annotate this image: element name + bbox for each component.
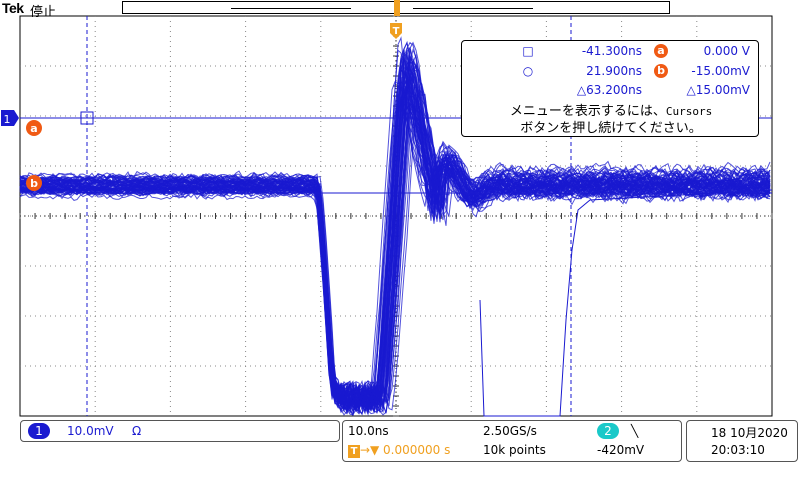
horizontal-position: 0.000000 s [383,443,451,457]
cursor-a-time: -41.300ns [581,44,642,58]
record-length: 10k points [483,443,546,457]
waveform-trace [19,74,771,412]
trigger-t-icon: T [348,445,360,458]
time-display: 20:03:10 [711,443,765,457]
cursor-a-tag-label: a [30,122,37,135]
brand-logo: Tek [2,0,24,16]
circle-cursor-icon: ○ [522,64,534,78]
cursor-readout-panel: □ -41.300ns a 0.000 V ○ 21.900ns b -15.0… [461,40,759,137]
waveform-trace [19,41,771,415]
cursor-hint-line-1: メニューを表示するには、Cursors [462,100,760,119]
cursor-a-voltage: 0.000 V [703,44,750,58]
delta-time: △63.200ns [576,83,642,97]
record-segment-right [413,8,533,9]
bottom-status-area: 1 10.0mV Ω 10.0ns 2.50GS/s 2 ╲ T →▼ 0.000… [0,418,800,480]
cursor-b-time: 21.900ns [586,64,642,78]
waveform-display[interactable]: 1 a b T [0,0,800,418]
cursor-b-badge: b [654,64,668,78]
cursor-a-intersection-square [80,111,94,125]
trigger-position-marker[interactable] [390,23,402,39]
waveform-trace-outlier [479,189,773,417]
timebase-panel[interactable]: 10.0ns 2.50GS/s 2 ╲ T →▼ 0.000000 s 10k p… [342,420,682,462]
square-cursor-icon: □ [522,44,534,58]
cursor-a-badge: a [654,44,668,58]
channel-1-panel[interactable]: 1 10.0mV Ω [20,420,340,442]
trigger-level: -420mV [597,443,645,457]
cursor-readout-row-2: ○ 21.900ns b -15.00mV [462,62,760,80]
trigger-slope-icon: ╲ [631,424,639,438]
trigger-position-icon: T →▼ [348,443,379,458]
cursor-hint-button-name: Cursors [665,105,713,118]
date-display: 18 10月2020 [711,426,788,440]
datetime-panel: 18 10月2020 20:03:10 [686,420,798,462]
ohm-icon: Ω [132,424,142,438]
channel-1-marker-label: 1 [4,113,11,126]
sample-rate: 2.50GS/s [483,424,537,438]
cursor-hint-line-2: ボタンを押し続けてください。 [520,121,702,136]
trigger-source-badge: 2 [597,423,619,439]
time-per-division: 10.0ns [348,424,389,438]
channel-1-ground-marker[interactable] [1,110,19,126]
trigger-marker-label: T [393,26,400,37]
trigger-position-bar [394,0,400,16]
cursor-b-tag [26,175,42,191]
delta-voltage: △15.00mV [686,83,750,97]
channel-1-scale: 10.0mV [67,424,114,438]
cursor-readout-row-1: □ -41.300ns a 0.000 V [462,42,760,60]
cursor-hint-text-1: メニューを表示するには、 [509,104,666,119]
waveform-trace [19,40,771,414]
waveform-trace [19,48,771,414]
cursor-readout-delta-row: △63.200ns △15.00mV [462,81,760,99]
cursor-a-tag [26,120,42,136]
record-segment-left [231,8,351,9]
cursor-b-tag-label: b [30,177,38,190]
waveform-traces [19,36,773,417]
waveform-trace [19,104,771,414]
channel-1-badge: 1 [28,423,50,439]
cursor-b-voltage: -15.00mV [691,64,750,78]
